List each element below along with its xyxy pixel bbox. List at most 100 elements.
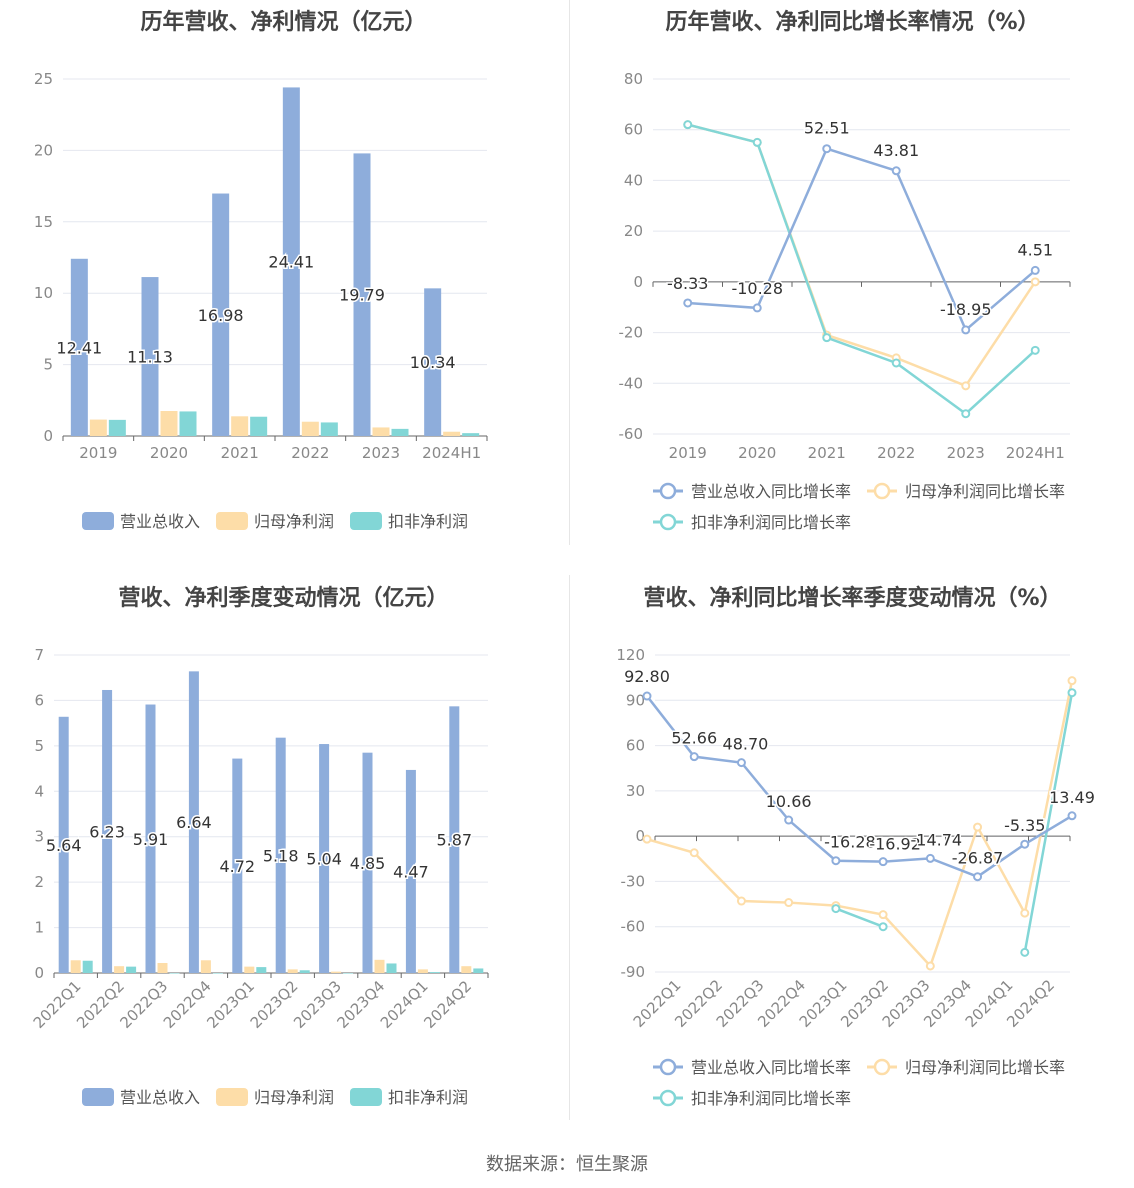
bar — [157, 963, 168, 973]
bar — [461, 966, 472, 973]
y-tick-label: -30 — [621, 872, 646, 890]
legend-swatch — [873, 1058, 891, 1076]
series-line — [646, 680, 1074, 969]
y-tick-label: -90 — [621, 963, 646, 981]
bar — [82, 960, 93, 973]
bar — [372, 427, 390, 436]
data-label: -18.95 — [940, 300, 992, 319]
chart-title: 历年营收、净利同比增长率情况（%） — [665, 10, 1040, 35]
x-tick-label: 2021 — [808, 444, 846, 462]
data-label: 5.18 — [263, 846, 299, 865]
y-tick-label: 1 — [34, 919, 44, 937]
panel-annual-growth: 历年营收、净利同比增长率情况（%） -60 -40 -20 0 20 40 60 80 2019… — [571, 0, 1134, 545]
data-label: 4.47 — [393, 862, 429, 881]
data-label: 48.70 — [723, 735, 769, 754]
y-tick-label: 5 — [34, 737, 44, 755]
y-tick-label: -20 — [619, 324, 644, 342]
bar — [287, 969, 298, 973]
data-label: 13.49 — [1049, 788, 1095, 807]
series-line — [687, 123, 1037, 416]
legend-label: 扣非净利润 — [388, 512, 468, 531]
bar — [449, 706, 460, 973]
data-label: 4.85 — [350, 854, 386, 873]
legend-swatch — [350, 512, 382, 530]
data-point — [891, 166, 901, 176]
legend-swatch — [659, 513, 677, 531]
bar — [108, 419, 126, 436]
y-tick-label: 120 — [616, 646, 645, 664]
bar — [212, 973, 223, 974]
legend-label: 归母净利润 — [254, 1088, 334, 1107]
legend-label: 扣非净利润同比增长率 — [691, 1089, 851, 1108]
data-point — [1067, 676, 1077, 686]
data-label: 5.04 — [306, 850, 342, 869]
x-tick-label: 2019 — [669, 444, 707, 462]
data-label: 52.66 — [671, 729, 717, 748]
data-point — [961, 409, 971, 419]
data-point — [642, 691, 652, 701]
data-label: 10.66 — [766, 792, 812, 811]
data-point — [878, 857, 888, 867]
bar — [391, 428, 409, 436]
y-tick-label: -40 — [619, 374, 644, 392]
data-point — [973, 872, 983, 882]
data-label: 24.41 — [268, 253, 314, 272]
y-tick-label: 40 — [624, 171, 643, 189]
y-tick-label: 60 — [624, 121, 643, 139]
bar — [141, 277, 159, 436]
y-tick-label: 0 — [43, 427, 53, 445]
bar — [200, 960, 211, 973]
bar — [212, 193, 230, 436]
legend-swatch — [873, 482, 891, 500]
bar — [331, 971, 342, 973]
bar — [160, 411, 178, 436]
y-tick-label: 0 — [34, 964, 44, 982]
y-tick-label: 15 — [34, 213, 53, 231]
bar — [374, 959, 385, 973]
legend-swatch — [216, 512, 248, 530]
y-tick-label: 0 — [635, 827, 645, 845]
data-point — [642, 834, 652, 844]
legend-swatch — [659, 1058, 677, 1076]
y-tick-label: 2 — [34, 873, 44, 891]
y-tick-label: 60 — [626, 737, 645, 755]
panel-quarterly-revenue: 营收、净利季度变动情况（亿元） 0 1 2 3 4 5 6 7 2022Q1 2022Q2 2022… — [0, 576, 567, 1121]
x-tick-label: 2024H1 — [422, 444, 481, 462]
data-point — [689, 752, 699, 762]
bar — [319, 744, 330, 973]
y-tick-label: 7 — [34, 646, 44, 664]
legend-swatch — [82, 1088, 114, 1106]
data-label: 52.51 — [804, 119, 850, 138]
data-point — [1020, 947, 1030, 957]
legend-label: 归母净利润 — [254, 512, 334, 531]
y-tick-label: 10 — [34, 284, 53, 302]
chart-annual-growth-lines: -60 -40 -20 0 20 40 60 80 2019 2020 2021 2022 2023 20… — [619, 70, 1071, 532]
chart-quarterly-growth-lines: -90-60-3003060901202022Q12022Q22022Q3202… — [616, 646, 1096, 1108]
data-point — [961, 325, 971, 335]
bar — [179, 411, 197, 436]
legend-label: 扣非净利润同比增长率 — [691, 513, 851, 532]
data-label: -26.87 — [952, 849, 1004, 868]
bar — [188, 671, 199, 973]
x-tick-label: 2022 — [877, 444, 915, 462]
data-label: 43.81 — [873, 141, 919, 160]
bar — [417, 969, 428, 973]
data-point — [784, 815, 794, 825]
x-tick-label: 2021 — [221, 444, 259, 462]
data-label: 6.23 — [89, 822, 125, 841]
bar — [282, 87, 300, 436]
data-label: 4.72 — [219, 857, 255, 876]
x-tick-label: 2023 — [362, 444, 400, 462]
x-tick-label: 2019 — [79, 444, 117, 462]
series-line — [687, 123, 1037, 388]
bar — [301, 421, 319, 436]
data-point — [822, 333, 832, 343]
divider-bottom — [569, 575, 570, 1120]
legend-label: 归母净利润同比增长率 — [905, 1058, 1065, 1077]
bar — [58, 716, 69, 973]
bar — [429, 972, 440, 973]
data-point — [831, 856, 841, 866]
bar — [70, 258, 88, 436]
data-point — [973, 822, 983, 832]
data-label: 16.98 — [198, 306, 244, 325]
